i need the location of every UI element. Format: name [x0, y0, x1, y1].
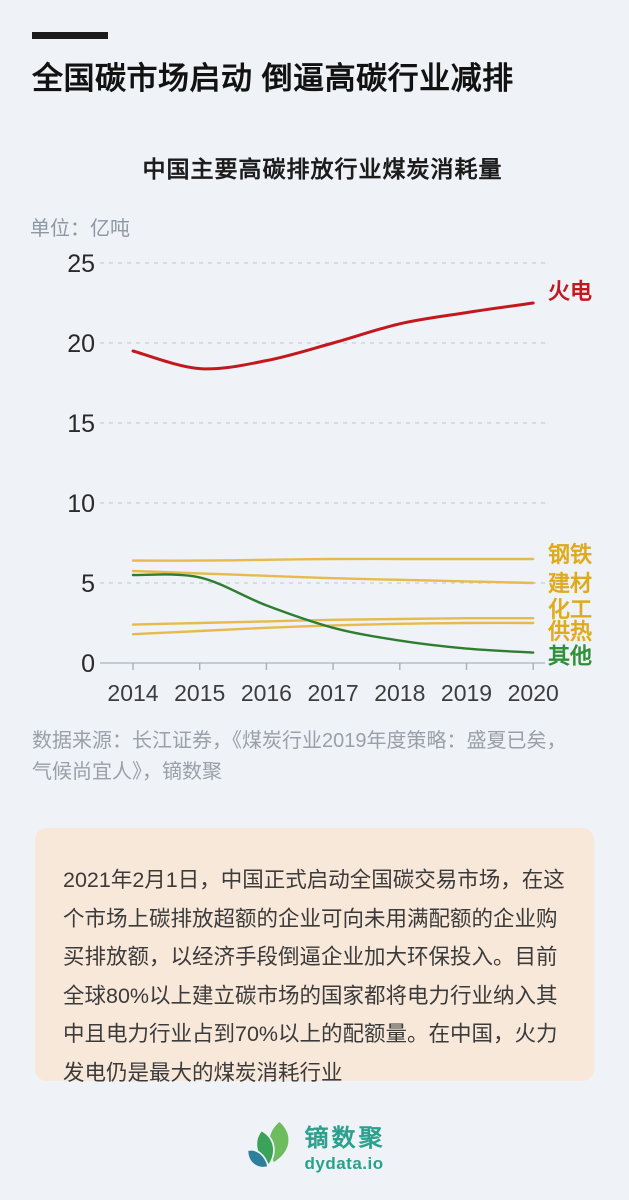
x-tick-label-2016: 2016 — [241, 680, 292, 706]
series-line-供热 — [131, 621, 535, 636]
series-label-其他: 其他 — [548, 644, 592, 669]
brand-logo: 镝数聚 dydata.io — [0, 1118, 629, 1174]
series-label-供热: 供热 — [547, 619, 592, 644]
x-tick-label-2015: 2015 — [174, 680, 225, 706]
unit-label: 单位：亿吨 — [30, 218, 130, 240]
chart-title: 中国主要高碳排放行业煤炭消耗量 — [142, 156, 503, 182]
series-line-火电 — [131, 301, 535, 371]
series-line-钢铁 — [131, 557, 535, 562]
brand-domain: dydata.io — [304, 1154, 384, 1173]
x-tick-label-2014: 2014 — [107, 680, 158, 706]
series-line-其他 — [131, 573, 535, 654]
brand-name: 镝数聚 — [304, 1125, 386, 1152]
x-tick-label-2019: 2019 — [441, 680, 492, 706]
y-tick-label-25: 25 — [67, 250, 95, 278]
y-tick-label-15: 15 — [67, 410, 95, 438]
y-tick-label-0: 0 — [81, 650, 95, 678]
y-tick-label-5: 5 — [81, 570, 95, 598]
description-card: 2021年2月1日，中国正式启动全国碳交易市场，在这个市场上碳排放超额的企业可向… — [35, 828, 594, 1085]
series-label-建材: 建材 — [548, 571, 592, 596]
series-line-建材 — [131, 569, 535, 585]
y-tick-label-20: 20 — [67, 330, 95, 358]
source-note: 数据来源：长江证券，《煤炭行业2019年度策略：盛夏已矣，气候尚宜人》，镝数聚 — [32, 730, 567, 783]
x-tick-label-2017: 2017 — [308, 680, 359, 706]
series-label-火电: 火电 — [548, 279, 592, 304]
x-tick-label-2020: 2020 — [508, 680, 559, 706]
page-title: 全国碳市场启动 倒逼高碳行业减排 — [32, 61, 514, 96]
description-text: 2021年2月1日，中国正式启动全国碳交易市场，在这个市场上碳排放超额的企业可向… — [63, 868, 565, 1085]
line-chart-canvas: 0 5 10 15 20 25 2014 2015 2016 2017 2018 2019 2020 火电… — [67, 250, 592, 706]
coal-consumption-line-chart: 0 5 10 15 20 25 2014 2015 2016 2017 2018 2019 2020 火电… — [0, 240, 629, 710]
series-label-化工: 化工 — [548, 597, 592, 622]
title-accent-bar — [32, 32, 108, 39]
series-label-钢铁: 钢铁 — [548, 542, 592, 567]
leaf-logo-icon — [246, 1119, 290, 1169]
y-tick-label-10: 10 — [67, 490, 95, 518]
series-line-化工 — [131, 616, 535, 626]
x-tick-label-2018: 2018 — [374, 680, 425, 706]
